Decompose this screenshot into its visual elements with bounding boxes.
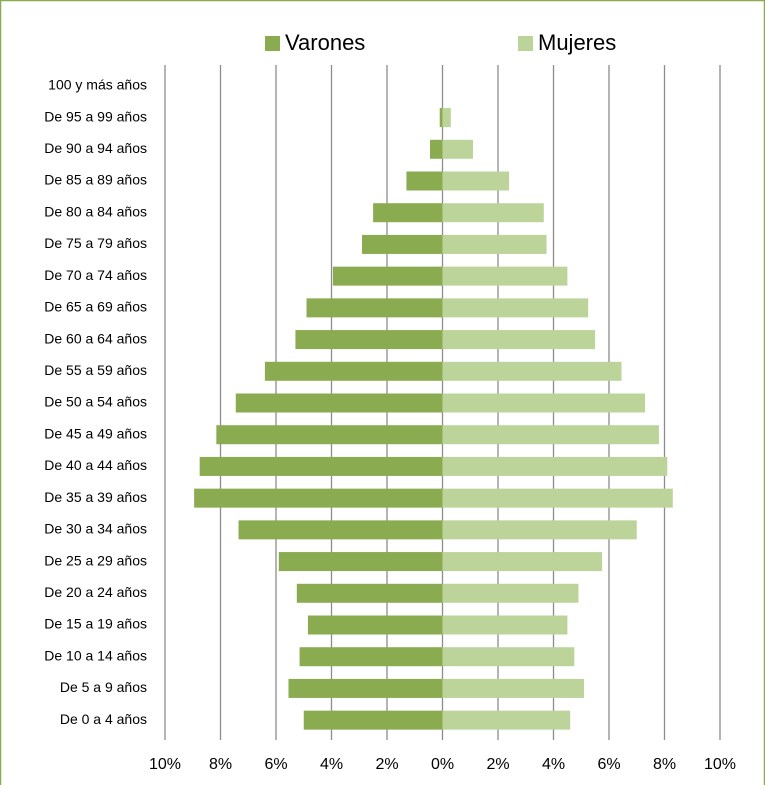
bar — [442, 552, 603, 572]
bar — [299, 647, 443, 667]
bar — [216, 425, 443, 445]
y-tick-label: De 75 a 79 años — [44, 235, 147, 251]
x-tick-label: 6% — [597, 756, 620, 773]
y-tick-label: De 50 a 54 años — [44, 394, 147, 410]
bar — [442, 456, 668, 476]
y-tick-label: 100 y más años — [48, 77, 147, 93]
legend-swatch — [265, 36, 280, 51]
y-tick-label: De 20 a 24 años — [44, 584, 147, 600]
bar — [442, 361, 622, 381]
bar — [442, 330, 596, 350]
bar — [264, 361, 443, 381]
bar — [362, 234, 443, 254]
bar — [442, 488, 673, 508]
bar — [430, 139, 443, 159]
bar — [288, 678, 443, 698]
y-tick-label: De 45 a 49 años — [44, 425, 147, 441]
y-tick-label: De 70 a 74 años — [44, 267, 147, 283]
y-tick-label: De 35 a 39 años — [44, 489, 147, 505]
bar — [442, 393, 646, 413]
y-tick-label: De 55 a 59 años — [44, 362, 147, 378]
y-tick-label: De 25 a 29 años — [44, 552, 147, 568]
legend-label: Mujeres — [538, 30, 616, 55]
y-tick-label: De 10 a 14 años — [44, 647, 147, 663]
x-tick-label: 0% — [431, 756, 454, 773]
x-tick-label: 4% — [320, 756, 343, 773]
bar — [278, 552, 443, 572]
y-tick-label: De 65 a 69 años — [44, 299, 147, 315]
bar — [442, 520, 637, 540]
bar — [295, 330, 443, 350]
bar — [442, 203, 544, 223]
y-tick-label: De 60 a 64 años — [44, 330, 147, 346]
bar — [373, 203, 443, 223]
bar — [306, 298, 443, 318]
bar — [194, 488, 443, 508]
y-tick-label: De 5 a 9 años — [60, 679, 147, 695]
y-tick-label: De 15 a 19 años — [44, 616, 147, 632]
bar — [442, 710, 571, 730]
y-tick-label: De 85 a 89 años — [44, 172, 147, 188]
x-tick-label: 8% — [653, 756, 676, 773]
bar — [442, 171, 510, 191]
bar — [238, 520, 443, 540]
bar — [303, 710, 443, 730]
bar — [235, 393, 443, 413]
x-tick-label: 4% — [542, 756, 565, 773]
y-tick-label: De 40 a 44 años — [44, 457, 147, 473]
bar — [332, 266, 443, 286]
y-tick-label: De 80 a 84 años — [44, 203, 147, 219]
bar — [199, 456, 443, 476]
x-tick-label: 8% — [209, 756, 232, 773]
bar — [442, 139, 474, 159]
x-tick-label: 2% — [375, 756, 398, 773]
bar — [439, 108, 443, 128]
bar — [442, 266, 568, 286]
bar — [307, 615, 443, 635]
x-tick-label: 2% — [486, 756, 509, 773]
y-tick-label: De 95 a 99 años — [44, 108, 147, 124]
bar — [442, 234, 547, 254]
bar — [442, 298, 589, 318]
y-tick-label: De 90 a 94 años — [44, 140, 147, 156]
bar — [442, 108, 451, 128]
bar — [442, 425, 659, 445]
bar — [406, 171, 443, 191]
x-tick-label: 10% — [704, 756, 736, 773]
bar — [442, 647, 575, 667]
x-tick-label: 6% — [264, 756, 287, 773]
legend-swatch — [518, 36, 533, 51]
y-tick-label: De 0 a 4 años — [60, 711, 147, 727]
bar — [296, 583, 443, 603]
legend-label: Varones — [285, 30, 365, 55]
bar — [442, 583, 579, 603]
y-tick-label: De 30 a 34 años — [44, 521, 147, 537]
bar — [442, 615, 568, 635]
bar — [442, 678, 585, 698]
x-tick-label: 10% — [149, 756, 181, 773]
